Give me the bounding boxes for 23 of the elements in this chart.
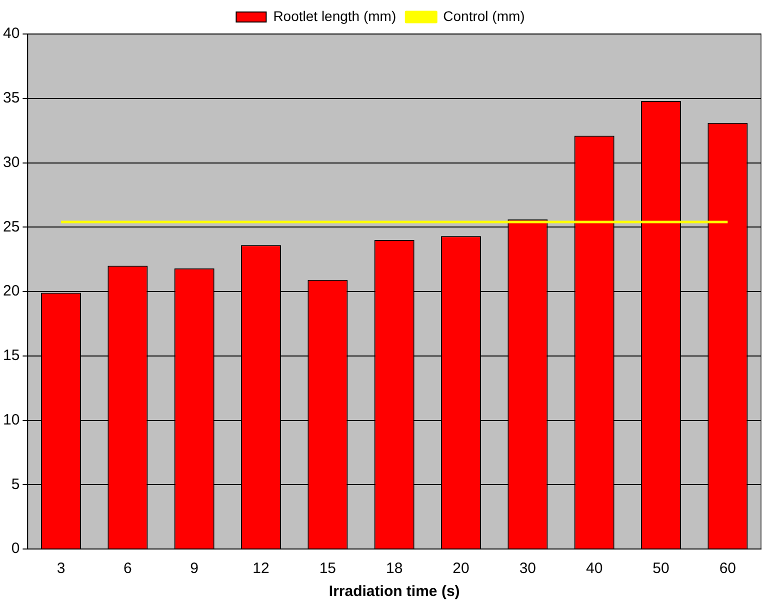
y-tick-label: 0 [11, 540, 20, 558]
y-tick-label: 25 [2, 218, 20, 236]
x-tick-label: 9 [190, 560, 199, 578]
y-tick-label: 30 [2, 154, 20, 171]
x-tick-label: 20 [452, 560, 470, 578]
x-tick-label: 3 [56, 560, 66, 578]
y-tick-label: 5 [11, 476, 20, 493]
legend-label: Control (mm) [443, 8, 525, 24]
x-axis-title: Irradiation time (s) [328, 583, 460, 600]
y-tick-label: 10 [2, 411, 20, 428]
x-tick-label: 50 [652, 560, 670, 578]
y-tick-label: 15 [2, 347, 20, 364]
x-tick-label: 15 [319, 560, 336, 578]
x-tick-label: 30 [519, 560, 536, 578]
x-tick-label: 18 [386, 560, 403, 578]
x-tick-label: 6 [124, 560, 132, 578]
x-tick-label: 12 [252, 560, 270, 578]
legend-label: Rootlet length (mm) [273, 8, 396, 24]
x-tick-label: 60 [719, 560, 736, 578]
y-tick-label: 20 [2, 282, 20, 300]
x-tick-label: 40 [586, 560, 603, 578]
y-tick-label: 35 [2, 90, 20, 107]
y-tick-label: 40 [2, 25, 20, 42]
